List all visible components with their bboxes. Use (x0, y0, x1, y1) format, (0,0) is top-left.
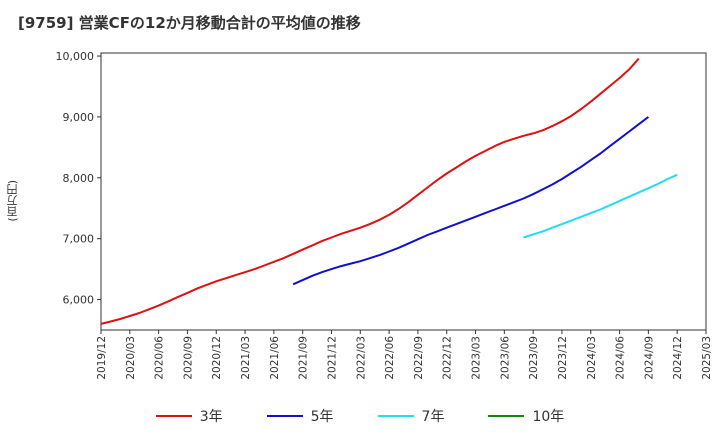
x-tick-label: 2021/09 (298, 336, 310, 380)
legend-item: 10年 (488, 406, 564, 426)
y-tick-label: 7,000 (63, 233, 95, 246)
x-tick-label: 2022/06 (384, 336, 396, 380)
legend: 3年 5年 7年 10年 (0, 404, 720, 428)
x-tick-label: 2020/06 (154, 336, 166, 380)
series-line-7年 (523, 173, 678, 239)
legend-item: 7年 (377, 406, 445, 426)
x-tick-label: 2023/09 (528, 336, 540, 380)
x-tick-label: 2024/09 (643, 336, 655, 380)
x-tick-label: 2023/03 (471, 336, 483, 380)
legend-label: 7年 (421, 409, 445, 425)
legend-label: 5年 (310, 409, 334, 425)
x-tick-label: 2019/12 (96, 336, 108, 380)
plot-frame (100, 52, 707, 331)
y-tick-label: 8,000 (63, 172, 95, 185)
tick-labels: 6,000 7,000 8,000 9,000 10,000 2019/12 2020/03… (56, 50, 714, 380)
legend-swatch (155, 415, 192, 417)
x-tick-label: 2020/12 (211, 336, 223, 380)
legend-label: 10年 (532, 409, 565, 425)
x-tick-label: 2020/03 (125, 336, 137, 380)
legend-swatch (488, 415, 525, 417)
x-tick-label: 2024/03 (586, 336, 598, 380)
y-tick-label: 6,000 (63, 294, 95, 307)
legend-item: 3年 (155, 406, 223, 426)
x-tick-label: 2021/06 (269, 336, 281, 380)
x-tick-label: 2022/09 (413, 336, 425, 380)
legend-swatch (377, 415, 414, 417)
x-tick-label: 2020/09 (182, 336, 194, 380)
legend-item: 5年 (266, 406, 334, 426)
chart-title: [9759] 営業CFの12か月移動合計の平均値の推移 (18, 14, 361, 32)
y-tick-label: 10,000 (56, 50, 95, 63)
x-tick-label: 2024/12 (672, 336, 684, 380)
series-line-3年 (100, 57, 640, 325)
x-tick-label: 2024/06 (615, 336, 627, 380)
x-tick-label: 2023/12 (557, 336, 569, 380)
x-tick-label: 2023/06 (499, 336, 511, 380)
axes (97, 52, 707, 334)
legend-label: 3年 (199, 409, 223, 425)
x-tick-label: 2021/03 (240, 336, 252, 380)
y-tick-label: 9,000 (63, 111, 95, 124)
x-tick-label: 2022/03 (355, 336, 367, 380)
legend-swatch (266, 415, 303, 417)
series-line-5年 (292, 116, 650, 286)
series-lines (100, 57, 678, 325)
x-tick-label: 2025/03 (701, 336, 713, 380)
x-tick-label: 2022/12 (442, 336, 454, 380)
x-tick-label: 2021/12 (326, 336, 338, 380)
line-chart: 6,000 7,000 8,000 9,000 10,000 2019/12 2020/03… (56, 50, 714, 380)
